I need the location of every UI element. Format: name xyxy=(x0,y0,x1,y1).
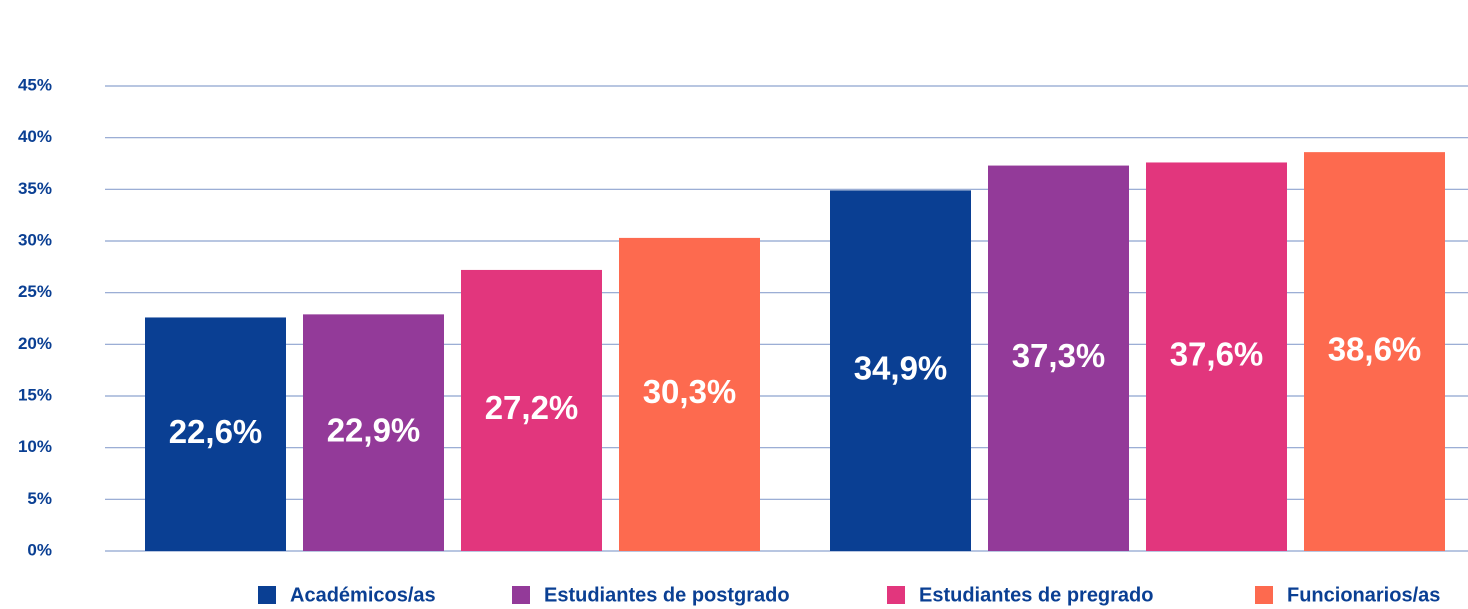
bar xyxy=(1146,162,1287,551)
legend-label: Estudiantes de postgrado xyxy=(544,584,790,606)
value-label: 27,2% xyxy=(485,389,579,426)
value-label: 34,9% xyxy=(854,349,948,386)
value-label: 38,6% xyxy=(1328,330,1422,367)
y-tick-label: 15% xyxy=(18,385,52,404)
bar xyxy=(303,314,444,551)
y-tick-label: 35% xyxy=(18,179,52,198)
bar xyxy=(461,269,602,551)
legend-label: Funcionarios/as xyxy=(1287,584,1440,606)
legend-swatch xyxy=(258,586,276,604)
value-label: 37,6% xyxy=(1170,335,1264,372)
legend-swatch xyxy=(512,586,530,604)
value-label: 22,6% xyxy=(169,413,263,450)
value-label: 22,9% xyxy=(327,411,421,448)
legend-swatch xyxy=(1255,586,1273,604)
bar xyxy=(1304,152,1445,551)
legend-swatch xyxy=(887,586,905,604)
legend-label: Académicos/as xyxy=(290,584,436,606)
y-tick-label: 25% xyxy=(18,282,52,301)
bar xyxy=(830,190,971,551)
bar xyxy=(145,317,286,551)
value-label: 30,3% xyxy=(643,373,737,410)
y-tick-label: 20% xyxy=(18,334,52,353)
y-tick-label: 10% xyxy=(18,437,52,456)
y-tick-label: 30% xyxy=(18,230,52,249)
y-tick-label: 45% xyxy=(18,75,52,94)
y-tick-label: 0% xyxy=(27,540,52,559)
bar xyxy=(988,165,1129,552)
bar xyxy=(619,237,760,551)
y-tick-label: 40% xyxy=(18,127,52,146)
value-label: 37,3% xyxy=(1012,337,1106,374)
legend-label: Estudiantes de pregrado xyxy=(919,584,1154,606)
y-tick-label: 5% xyxy=(27,489,52,508)
